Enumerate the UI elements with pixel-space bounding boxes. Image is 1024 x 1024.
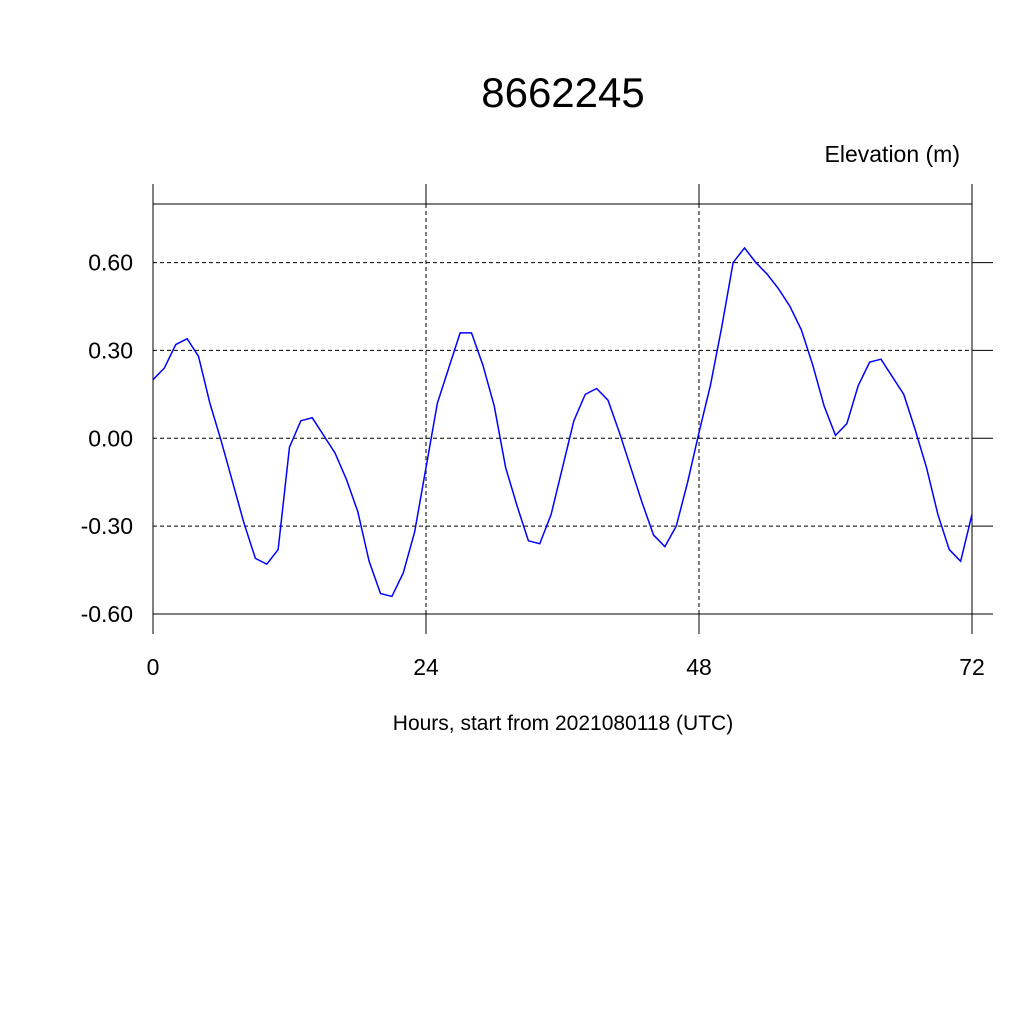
x-tick-label: 0 (147, 654, 160, 680)
y-tick-label: 0.00 (88, 425, 133, 451)
x-tick-label: 24 (413, 654, 439, 680)
x-axis-label: Hours, start from 2021080118 (UTC) (393, 712, 733, 735)
y-tick-label: 0.60 (88, 250, 133, 276)
data-line (152, 246, 973, 598)
subtitle: Elevation (m) (825, 141, 960, 167)
y-tick-label: -0.30 (81, 513, 133, 539)
chart-title: 8662245 (481, 69, 645, 116)
x-tick-label: 72 (959, 654, 985, 680)
x-tick-label: 48 (686, 654, 712, 680)
y-tick-label: 0.30 (88, 337, 133, 363)
y-tick-label: -0.60 (81, 601, 133, 627)
